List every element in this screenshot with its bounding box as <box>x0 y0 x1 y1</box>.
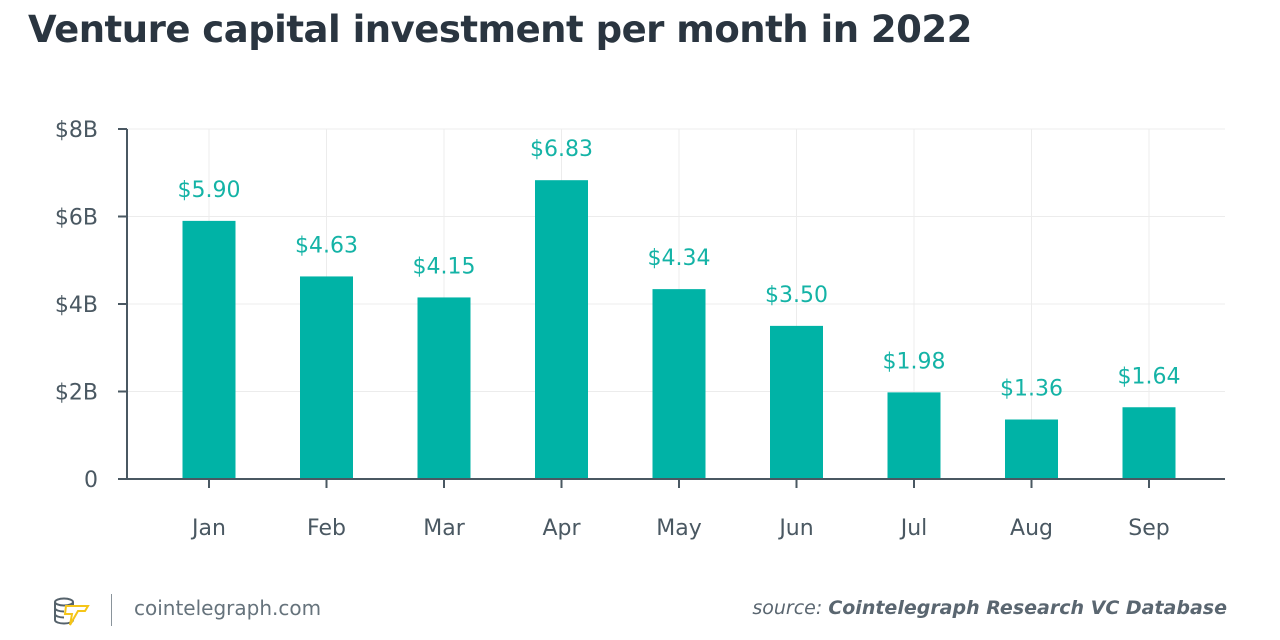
bar-may <box>652 289 706 479</box>
x-tick-label: Mar <box>423 516 465 541</box>
footer-source: source: Cointelegraph Research VC Databa… <box>752 597 1227 619</box>
data-label: $3.50 <box>765 283 828 308</box>
x-tick-label: Jan <box>190 516 226 541</box>
y-tick-label: 0 <box>84 468 98 493</box>
y-tick-label: $6B <box>55 206 98 231</box>
data-label: $4.15 <box>413 254 476 279</box>
x-tick-label: May <box>656 516 701 541</box>
bar-sep <box>1122 407 1176 479</box>
source-name: Cointelegraph Research VC Database <box>828 597 1227 619</box>
y-tick-label: $4B <box>55 293 98 318</box>
bar-jul <box>887 392 941 479</box>
bar-mar <box>417 297 471 479</box>
x-tick-label: Aug <box>1010 516 1053 541</box>
data-label: $6.83 <box>530 137 593 162</box>
bar-jan <box>182 220 236 479</box>
y-tick-label: $2B <box>55 381 98 406</box>
x-tick-label: Sep <box>1128 516 1169 541</box>
x-tick-label: Jun <box>777 516 813 541</box>
source-prefix: source: <box>752 597 829 619</box>
bar-jun <box>770 325 823 479</box>
x-tick-label: Feb <box>307 516 346 541</box>
data-label: $4.63 <box>295 233 358 258</box>
chart-title: Venture capital investment per month in … <box>28 8 972 51</box>
data-label: $4.34 <box>648 246 711 271</box>
x-tick-label: Apr <box>542 516 581 541</box>
data-label: $5.90 <box>178 178 241 203</box>
bar-apr <box>535 180 588 479</box>
y-tick-label: $8B <box>55 118 98 143</box>
bar-aug <box>1005 419 1058 479</box>
footer-site-link[interactable]: cointelegraph.com <box>134 596 322 620</box>
data-label: $1.64 <box>1118 364 1181 389</box>
data-label: $1.98 <box>883 349 946 374</box>
bar-feb <box>300 276 353 479</box>
x-tick-label: Jul <box>899 516 928 541</box>
data-label: $1.36 <box>1000 377 1063 402</box>
footer-divider <box>111 594 112 626</box>
